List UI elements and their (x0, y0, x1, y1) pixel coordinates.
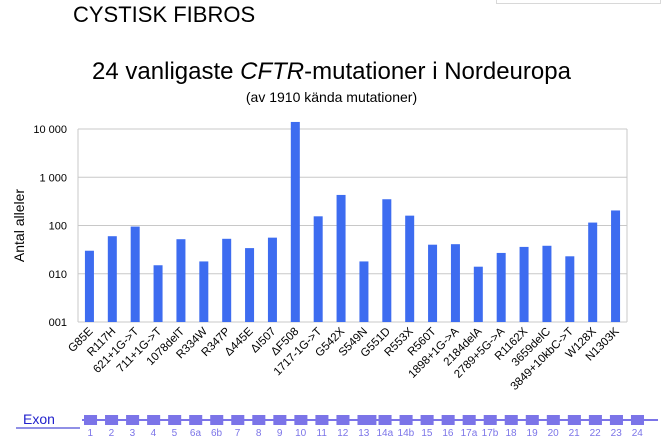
exon-number: 12 (337, 428, 349, 439)
bar (290, 121, 300, 322)
bar (176, 239, 186, 322)
exon-number: 7 (235, 428, 241, 439)
bar (382, 199, 392, 322)
exon-number: 17a (461, 428, 478, 439)
exon-number: 10 (295, 428, 307, 439)
exon-block (147, 415, 161, 425)
exon-block (630, 415, 645, 425)
exon-block (189, 415, 203, 425)
exon-block (294, 415, 308, 425)
bar (519, 246, 529, 322)
exon-number: 18 (505, 428, 517, 439)
bar (405, 215, 415, 322)
exon-track-label: Exon (23, 411, 55, 427)
bar (222, 238, 232, 322)
exon-number: 14a (376, 428, 393, 439)
exon-number: 16 (442, 428, 454, 439)
chart-title: 24 vanligaste CFTR-mutationer i Nordeuro… (0, 58, 663, 86)
exon-number: 4 (151, 428, 157, 439)
exon-block (231, 415, 245, 425)
exon-block (567, 415, 581, 425)
exon-number: 14b (398, 428, 415, 439)
exon-block (105, 415, 119, 425)
bar (245, 248, 255, 322)
exon-block (336, 415, 350, 425)
exon-block (378, 415, 392, 425)
bar (107, 236, 117, 322)
bar (588, 222, 598, 322)
exon-block (441, 415, 455, 425)
exon-number: 17b (482, 428, 499, 439)
exon-block (588, 415, 602, 425)
bar (130, 226, 140, 322)
exon-number: 2 (109, 428, 115, 439)
bar (313, 216, 323, 322)
y-axis-label: Antal alleler (11, 189, 27, 262)
exon-number: 24 (632, 428, 644, 439)
bar (199, 261, 209, 322)
exon-number: 21 (569, 428, 581, 439)
bar (336, 194, 346, 322)
exon-block (462, 415, 476, 425)
chart-title-part-2: -mutationer i Nordeuropa (304, 58, 571, 85)
bar (359, 261, 369, 322)
exon-block (609, 415, 623, 425)
bar (84, 250, 94, 322)
bar (473, 266, 483, 322)
y-tick-label: 10 000 (33, 124, 67, 136)
bar (267, 237, 277, 322)
exon-block (357, 415, 377, 425)
exon-number: 22 (590, 428, 602, 439)
exon-number: 9 (277, 428, 283, 439)
y-tick-label: 001 (49, 317, 67, 329)
exon-block (252, 415, 266, 425)
exon-block (483, 415, 497, 425)
exon-number: 6a (190, 428, 202, 439)
bar (565, 256, 575, 322)
exon-block (84, 415, 98, 425)
exon-block (504, 415, 518, 425)
exon-block (546, 415, 560, 425)
bar (450, 244, 460, 322)
bar (496, 252, 506, 322)
exon-number: 3 (130, 428, 136, 439)
chart-subtitle: (av 1910 kända mutationer) (245, 89, 418, 105)
exon-number: 19 (527, 428, 539, 439)
exon-number: 6b (211, 428, 223, 439)
slide-header: CYSTISK FIBROS (73, 2, 256, 27)
exon-number: 20 (548, 428, 560, 439)
exon-block (315, 415, 329, 425)
exon-block (525, 415, 539, 425)
exon-number: 23 (611, 428, 623, 439)
exon-number: 13 (358, 428, 370, 439)
corner-decoration (496, 0, 661, 4)
exon-block (126, 415, 140, 425)
exon-number: 5 (172, 428, 178, 439)
exon-number: 8 (256, 428, 262, 439)
y-tick-label: 1 000 (39, 172, 67, 184)
bar (542, 245, 552, 322)
exon-number: 15 (421, 428, 433, 439)
exon-block (399, 415, 413, 425)
bar (611, 210, 621, 322)
exon-block (420, 415, 434, 425)
bar (428, 244, 438, 322)
chart-title-part-1: 24 vanligaste (92, 58, 241, 85)
exon-number: 1 (88, 428, 94, 439)
exon-number: 11 (317, 428, 328, 439)
y-tick-label: 010 (49, 269, 67, 281)
exon-block (168, 415, 182, 425)
y-tick-label: 100 (49, 221, 67, 233)
exon-block (273, 415, 287, 425)
chart-title-gene: CFTR (240, 58, 305, 85)
exon-block (210, 415, 224, 425)
bar (153, 265, 163, 322)
